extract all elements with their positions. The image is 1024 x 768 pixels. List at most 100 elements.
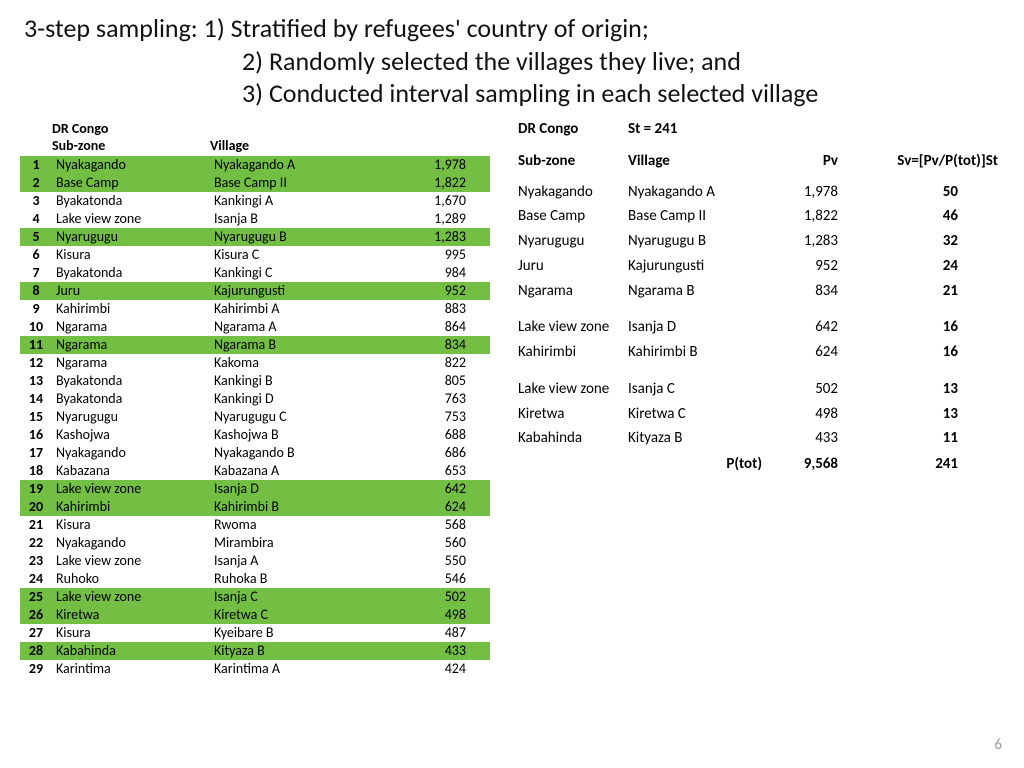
row-pv: 498 <box>768 402 858 427</box>
right-title-row: DR Congo St = 241 <box>518 120 1004 152</box>
row-index: 18 <box>20 462 52 480</box>
row-sv: 13 <box>858 377 998 402</box>
row-index: 20 <box>20 498 52 516</box>
row-sv: 50 <box>858 180 998 205</box>
row-village: Nyakagando B <box>210 444 390 462</box>
row-index: 29 <box>20 660 52 678</box>
row-village: Kiretwa C <box>210 606 390 624</box>
table-row: 21KisuraRwoma568 <box>20 516 490 534</box>
row-subzone: Byakatonda <box>52 264 210 282</box>
row-sv: 32 <box>858 229 998 254</box>
row-sv: 16 <box>858 340 998 365</box>
row-village: Kiretwa C <box>628 402 768 427</box>
content-area: DR Congo Sub-zone Village 1NyakagandoNya… <box>0 114 1024 678</box>
row-population: 1,289 <box>390 210 480 228</box>
right-header-pv: Pv <box>768 152 858 170</box>
row-population: 550 <box>390 552 480 570</box>
table-row: NyakagandoNyakagando A1,97850 <box>518 180 1004 205</box>
row-subzone: Byakatonda <box>52 390 210 408</box>
row-village: Ruhoka B <box>210 570 390 588</box>
row-subzone: Kahirimbi <box>52 300 210 318</box>
row-index: 8 <box>20 282 52 300</box>
row-subzone: Kahirimbi <box>518 340 628 365</box>
row-index: 14 <box>20 390 52 408</box>
table-row: 7ByakatondaKankingi C984 <box>20 264 490 282</box>
row-subzone: Ruhoko <box>52 570 210 588</box>
right-header-sv: Sv=[Pv/P(tot)]St <box>858 152 998 170</box>
table-row: 18KabazanaKabazana A653 <box>20 462 490 480</box>
row-village: Isanja D <box>628 315 768 340</box>
row-village: Isanja C <box>628 377 768 402</box>
row-subzone: Lake view zone <box>52 588 210 606</box>
row-index: 15 <box>20 408 52 426</box>
row-population: 498 <box>390 606 480 624</box>
row-subzone: Kisura <box>52 516 210 534</box>
row-sv: 24 <box>858 254 998 279</box>
row-index: 11 <box>20 336 52 354</box>
table-row: 16KashojwaKashojwa B688 <box>20 426 490 444</box>
row-village: Kahirimbi B <box>210 498 390 516</box>
row-subzone: Kisura <box>52 624 210 642</box>
row-subzone: Ngarama <box>52 336 210 354</box>
row-village: Mirambira <box>210 534 390 552</box>
row-subzone: Nyarugugu <box>52 408 210 426</box>
row-village: Kankingi D <box>210 390 390 408</box>
row-village: Kahirimbi A <box>210 300 390 318</box>
right-total-sv: 241 <box>858 455 998 473</box>
row-index: 22 <box>20 534 52 552</box>
row-village: Nyakagando A <box>210 156 390 174</box>
right-table: DR Congo St = 241 Sub-zone Village Pv Sv… <box>518 120 1004 678</box>
table-row: 29KarintimaKarintima A424 <box>20 660 490 678</box>
row-pv: 1,822 <box>768 204 858 229</box>
table-row: 1NyakagandoNyakagando A1,978 <box>20 156 490 174</box>
left-region-label: DR Congo <box>52 120 210 137</box>
row-population: 560 <box>390 534 480 552</box>
row-population: 624 <box>390 498 480 516</box>
row-subzone: Kiretwa <box>52 606 210 624</box>
table-row: Base CampBase Camp II1,82246 <box>518 204 1004 229</box>
row-subzone: Nyakagando <box>52 156 210 174</box>
row-sv: 13 <box>858 402 998 427</box>
row-village: Rwoma <box>210 516 390 534</box>
row-subzone: Lake view zone <box>52 552 210 570</box>
row-population: 834 <box>390 336 480 354</box>
row-village: Nyarugugu B <box>210 228 390 246</box>
row-village: Nyarugugu C <box>210 408 390 426</box>
right-header-subzone: Sub-zone <box>518 152 628 170</box>
table-row: 12NgaramaKakoma822 <box>20 354 490 372</box>
right-st-label: St = 241 <box>628 120 768 138</box>
row-village: Base Camp II <box>628 204 768 229</box>
row-subzone: Ngarama <box>52 318 210 336</box>
left-header-village: Village <box>210 137 390 154</box>
table-row: 24RuhokoRuhoka B546 <box>20 570 490 588</box>
row-village: Karintima A <box>210 660 390 678</box>
row-population: 883 <box>390 300 480 318</box>
right-region-label: DR Congo <box>518 120 628 138</box>
row-pv: 834 <box>768 279 858 304</box>
right-table-header: Sub-zone Village Pv Sv=[Pv/P(tot)]St <box>518 152 1004 180</box>
row-subzone: Nyarugugu <box>52 228 210 246</box>
left-table: DR Congo Sub-zone Village 1NyakagandoNya… <box>20 120 490 678</box>
table-row: 6KisuraKisura C995 <box>20 246 490 264</box>
table-row: 26KiretwaKiretwa C498 <box>20 606 490 624</box>
row-village: Kabazana A <box>210 462 390 480</box>
row-population: 753 <box>390 408 480 426</box>
row-village: Nyarugugu B <box>628 229 768 254</box>
table-row: 22NyakagandoMirambira560 <box>20 534 490 552</box>
row-population: 984 <box>390 264 480 282</box>
row-village: Isanja D <box>210 480 390 498</box>
row-population: 424 <box>390 660 480 678</box>
row-subzone: Kisura <box>52 246 210 264</box>
row-village: Isanja C <box>210 588 390 606</box>
row-village: Kankingi B <box>210 372 390 390</box>
table-row: 14ByakatondaKankingi D763 <box>20 390 490 408</box>
row-village: Isanja B <box>210 210 390 228</box>
title-line-3: 3) Conducted interval sampling in each s… <box>24 77 1004 110</box>
table-row: 20KahirimbiKahirimbi B624 <box>20 498 490 516</box>
row-village: Ngarama B <box>628 279 768 304</box>
title-line-1: 3-step sampling: 1) Stratified by refuge… <box>24 12 1004 45</box>
row-index: 26 <box>20 606 52 624</box>
row-population: 1,283 <box>390 228 480 246</box>
row-subzone: Nyakagando <box>518 180 628 205</box>
row-index: 4 <box>20 210 52 228</box>
